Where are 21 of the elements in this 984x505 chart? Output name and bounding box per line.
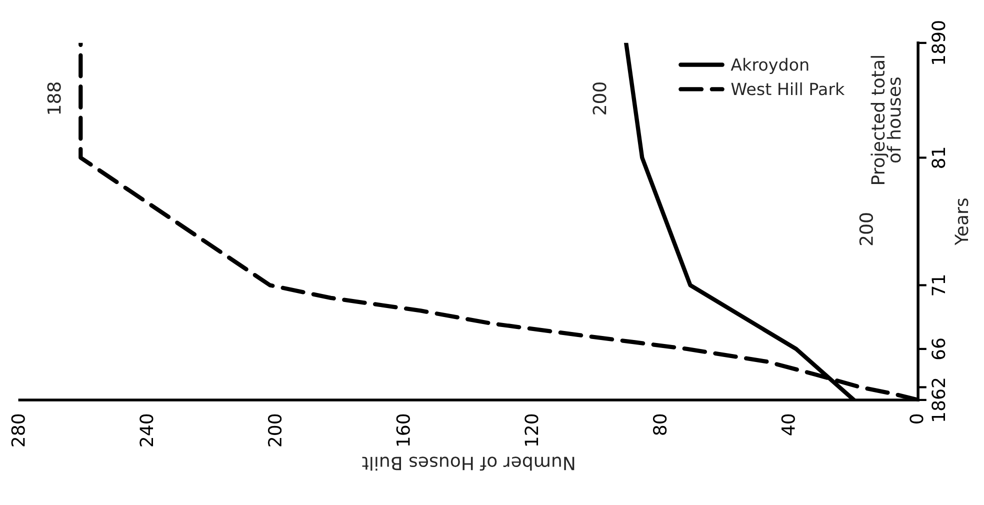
legend-label: West Hill Park [731,82,845,96]
x-axis-title: Number of Houses Built [362,456,574,471]
x-tick-label: 200 [268,414,282,446]
x-tick-label: 240 [140,414,154,446]
y-tick-label: 71 [932,275,945,296]
y-tick-label: 66 [932,338,946,360]
x-tick-label: 280 [11,414,25,446]
annotation: 200 [859,213,873,246]
annotation: 188 [47,82,61,114]
x-tick-label: 0 [910,414,924,424]
x-tick-label: 160 [396,414,410,446]
y-tick-label: 1862 [932,378,946,421]
x-tick-label: 80 [652,414,667,435]
annotation: 200 [592,82,606,114]
annotation: Projected total of houses [870,56,901,184]
x-tick-label: 120 [524,414,538,446]
y-axis-title: Years [954,198,968,246]
y-tick-label: 1890 [932,21,946,64]
legend-label: Akroydon [730,58,808,74]
x-tick-label: 40 [781,414,795,436]
y-tick-label: 81 [932,148,946,168]
